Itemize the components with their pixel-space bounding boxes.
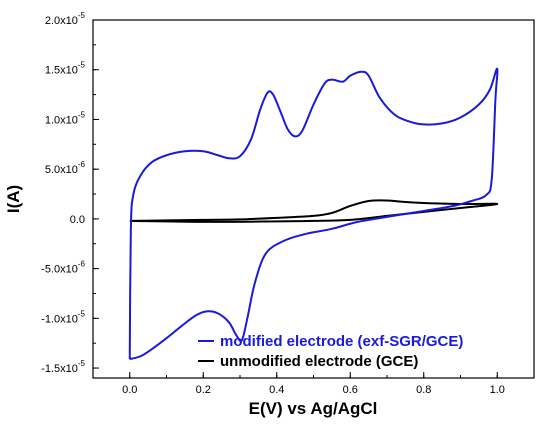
y-tick-label: -5.0x10-6 [41,260,85,276]
y-tick-label: 2.0x10-5 [45,11,86,27]
y-tick-exponent: -5 [78,110,86,119]
y-tick-exponent: -5 [78,359,86,368]
y-tick-mantissa: 2.0x10 [45,15,78,27]
y-tick-label: -1.5x10-5 [41,359,85,375]
x-tick-label: 0.0 [122,384,137,396]
y-tick-label: 1.0x10-5 [45,110,86,126]
y-tick-mantissa: -5.0x10 [41,264,78,276]
x-tick-label: 1.0 [490,384,505,396]
x-tick-labels: 0.0 0.2 0.4 0.6 0.8 1.0 [122,384,505,396]
y-tick-mantissa: -1.5x10 [41,363,78,375]
y-tick-mantissa: 1.0x10 [45,114,78,126]
y-tick-exponent: -6 [78,260,86,269]
y-tick-exponent: -6 [78,160,86,169]
y-tick-label: -1.0x10-5 [41,309,85,325]
legend-label: modified electrode (exf-SGR/GCE) [220,333,463,350]
series-line-1 [129,199,499,223]
y-axis-title: I(A) [4,185,23,213]
y-tick-mantissa: 1.5x10 [45,65,78,77]
series-line-0 [128,67,499,361]
y-tick-exponent: -5 [78,309,86,318]
x-tick-label: 0.8 [416,384,431,396]
y-tick-labels: 2.0x10-51.5x10-51.0x10-55.0x10-60.0-5.0x… [41,11,85,375]
y-tick-mantissa: -1.0x10 [41,313,78,325]
y-tick-mantissa: 0.0 [70,214,85,226]
axis-ticks [92,19,535,378]
plot-frame [92,19,535,379]
series-layer [128,67,499,361]
x-tick-label: 0.6 [343,384,358,396]
x-tick-label: 0.2 [196,384,211,396]
y-tick-mantissa: 5.0x10 [45,164,78,176]
x-tick-label: 0.4 [269,384,284,396]
y-tick-label: 0.0 [70,214,85,226]
y-tick-label: 5.0x10-6 [45,160,86,176]
x-axis-title: E(V) vs Ag/AgCl [249,399,378,418]
legend-label: unmodified electrode (GCE) [220,353,418,370]
legend: modified electrode (exf-SGR/GCE) unmodifi… [198,333,463,370]
y-tick-label: 1.5x10-5 [45,61,86,77]
y-tick-exponent: -5 [78,61,86,70]
y-tick-exponent: -5 [78,11,86,20]
